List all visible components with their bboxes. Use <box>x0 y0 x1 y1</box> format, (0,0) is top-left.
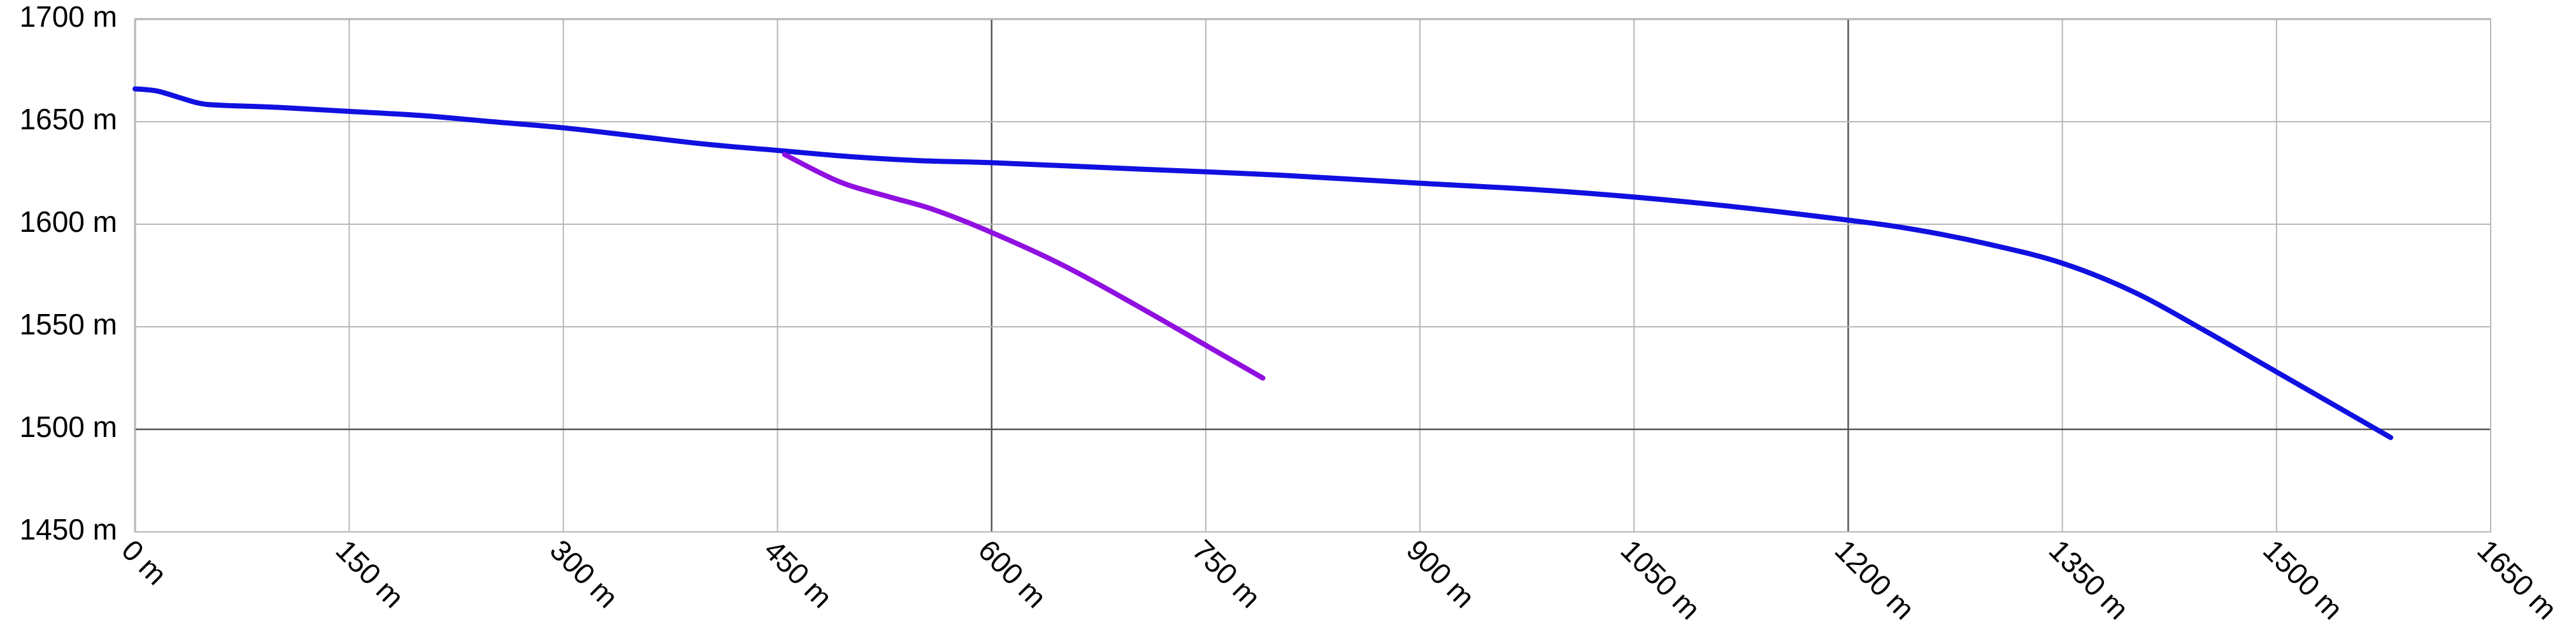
y-tick-label: 1550 m <box>20 308 117 341</box>
y-tick-label: 1700 m <box>20 0 117 33</box>
series-line-1 <box>132 86 2394 440</box>
plot-area-border <box>134 18 2491 533</box>
grid-lines <box>134 18 2491 533</box>
series-line-2 <box>782 152 1266 381</box>
series-lines <box>132 86 2394 440</box>
y-tick-label: 1500 m <box>20 410 117 443</box>
y-tick-label: 1650 m <box>20 103 117 136</box>
y-tick-label: 1600 m <box>20 205 117 238</box>
y-tick-label: 1450 m <box>20 513 117 546</box>
y-axis-tick-labels: 1450 m 1500 m 1550 m 1600 m 1650 m 1700 m <box>20 0 117 546</box>
